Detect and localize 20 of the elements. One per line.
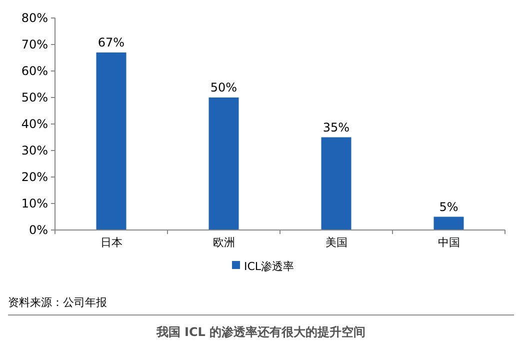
x-tick-label: 日本 bbox=[100, 236, 122, 249]
y-tick-label: 30% bbox=[21, 144, 48, 158]
y-tick-label: 0% bbox=[28, 223, 48, 237]
text: 5% bbox=[439, 200, 458, 214]
y-tick-label: 50% bbox=[21, 90, 48, 104]
text: 35% bbox=[322, 120, 350, 134]
text: 50% bbox=[210, 80, 238, 94]
y-tick-label: 20% bbox=[21, 170, 48, 184]
x-tick-label: 中国 bbox=[438, 236, 460, 249]
y-tick-label: 60% bbox=[21, 64, 48, 78]
x-tick-label: 欧洲 bbox=[212, 236, 235, 249]
legend-label: ICL渗透率 bbox=[244, 260, 294, 273]
text: 我国 ICL 的渗透率还有很大的提升空间 bbox=[155, 325, 366, 339]
x-tick-label: 美国 bbox=[325, 236, 348, 249]
text: 资料来源：公司年报 bbox=[8, 296, 107, 309]
y-tick-label: 40% bbox=[21, 117, 48, 131]
text: 67% bbox=[98, 35, 125, 50]
y-tick-label: 10% bbox=[21, 196, 48, 210]
y-tick-label: 70% bbox=[21, 38, 48, 52]
y-tick-label: 80% bbox=[21, 11, 48, 25]
